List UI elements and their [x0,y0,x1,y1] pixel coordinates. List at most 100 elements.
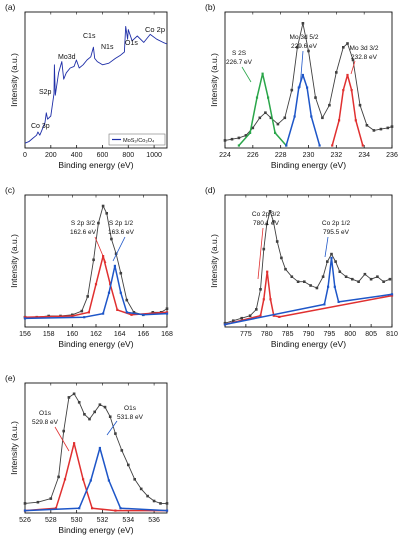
fit-component-line [24,255,168,318]
x-tick-label: 805 [365,331,377,338]
data-point [390,125,394,128]
data-point [283,116,287,120]
data-point [93,410,96,414]
data-point [165,509,169,512]
data-point [159,502,162,505]
data-point [54,507,58,510]
data-point [301,73,304,77]
panel-c: (c) 156 158 160 162 164 166 168 Binding energy (… [5,185,173,349]
data-point [259,288,262,291]
peak-annotation: 163.6 eV [108,229,135,236]
panel-e: (e) 526 528 530 532 534 536 Binding energy (eV)… [5,373,169,535]
data-point [248,314,252,317]
fit-component-line [24,447,168,512]
data-point [223,139,227,142]
peak-annotation: S 2p 3/2 [71,220,96,227]
peak-annotation: 529.8 eV [32,419,59,426]
data-point [119,271,123,275]
data-point [310,115,313,118]
peak-annotation: S2p [39,89,52,96]
annotation-leader [106,420,118,436]
data-point [327,285,330,288]
data-point [94,283,98,286]
data-point [23,317,27,320]
data-point [105,212,108,215]
data-point [344,275,348,278]
data-point [330,256,333,259]
x-tick-label: 0 [23,152,27,159]
data-point [108,415,112,418]
panel-label: (c) [5,185,15,195]
data-point [98,446,101,450]
peak-annotation: 226.7 eV [226,59,253,66]
fit-component-line [24,442,167,512]
data-point [323,303,326,306]
data-point [114,432,117,435]
data-point [232,319,235,322]
data-point [251,126,255,130]
data-point [285,144,288,147]
data-point [223,323,227,326]
x-tick-label: 234 [358,152,370,159]
annotation-leader [94,236,107,264]
data-point [255,96,259,99]
data-point [92,258,95,262]
data-point [337,300,340,303]
data-point [240,316,243,320]
data-point [328,103,331,107]
peak-annotation: 531.8 eV [117,414,144,421]
x-tick-label: 164 [114,331,126,338]
data-point [301,22,305,25]
x-tick-label: 236 [386,152,398,159]
data-point [119,507,122,510]
peak-annotation: Co 2p 3/2 [252,211,281,218]
data-point [358,103,362,107]
x-tick-label: 800 [344,331,356,338]
y-axis-label: Intensity (a.u.) [9,234,19,288]
peak-annotation: O1s [125,40,138,47]
x-tick-label: 200 [45,152,57,159]
x-axis-label: Binding energy (eV) [58,160,133,170]
data-point [276,122,280,126]
data-point [86,295,89,298]
data-point [306,86,309,89]
data-point [342,89,345,92]
data-point [103,405,107,409]
data-point [139,487,143,491]
y-axis-label: Intensity (a.u.) [9,421,19,475]
peak-annotation: C1s [83,33,96,40]
data-point [315,286,319,290]
data-point [114,252,118,255]
peak-annotation: 162.6 eV [70,229,97,236]
data-point [165,312,169,315]
data-point [107,291,111,294]
data-point [237,136,241,140]
data-point [23,316,27,319]
peak-annotation: O1s [39,410,52,417]
data-point [280,256,283,260]
series-line [25,205,168,318]
fit-component-line [285,74,321,146]
data-point [351,277,354,281]
data-point [89,479,92,482]
data-point [114,509,117,512]
x-tick-label: 1000 [146,152,162,159]
x-tick-label: 536 [148,517,160,524]
x-tick-label: 534 [122,517,134,524]
data-point [346,73,349,77]
data-point [330,252,333,256]
data-point [258,116,262,120]
panel-d: (d) 775 780 785 790 795 800 805 810 Binding energ… [205,185,398,349]
data-point [80,309,84,313]
data-point [269,116,273,120]
panel-a: (a) 0 200 400 600 800 1000 Binding energy (eV) I… [5,2,168,170]
panel-label: (d) [205,185,216,195]
x-tick-label: 166 [137,331,149,338]
data-point [303,280,306,283]
data-point [369,277,373,281]
data-point [130,313,133,316]
data-point [314,96,317,99]
x-tick-label: 530 [71,517,83,524]
x-tick-label: 600 [97,152,109,159]
series-line [224,210,391,324]
